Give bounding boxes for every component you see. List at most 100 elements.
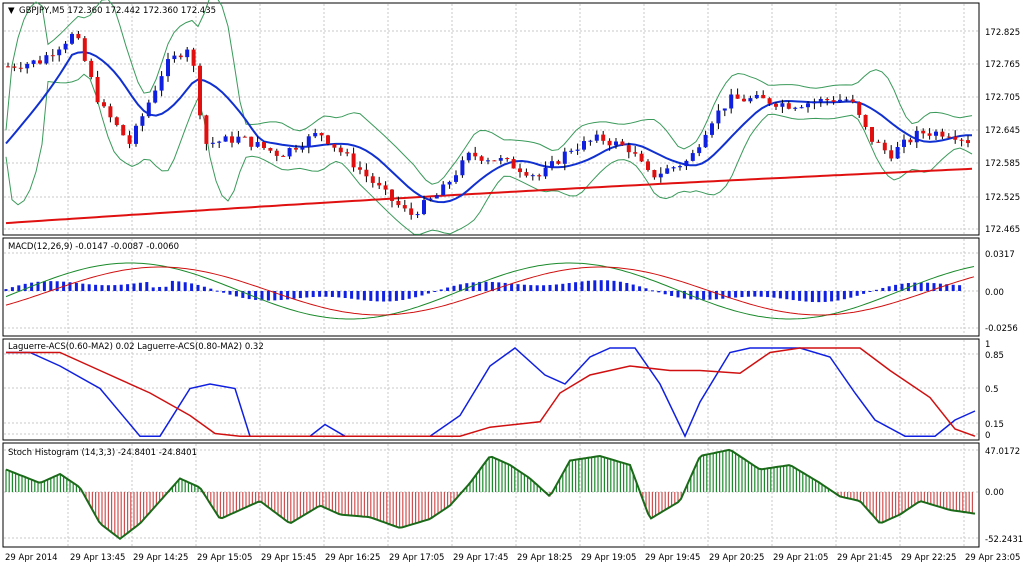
macd-bar (817, 291, 821, 303)
macd-bar (862, 291, 866, 294)
stoch-tick: -52.2431 (985, 535, 1023, 545)
main-price-panel[interactable] (2, 2, 980, 236)
candle-body (850, 99, 855, 103)
macd-bar (49, 281, 53, 291)
candle-body (550, 161, 554, 168)
candle-body (876, 141, 881, 143)
time-tick: 29 Apr 23:05 (965, 553, 1020, 563)
macd-bar (919, 282, 923, 291)
candle-body (754, 94, 759, 99)
macd-bar (420, 291, 424, 296)
macd-bar (394, 291, 398, 301)
macd-bar (663, 291, 667, 295)
macd-bar (318, 291, 322, 297)
candle-body (524, 172, 529, 176)
macd-bar (382, 291, 386, 302)
macd-bar (522, 284, 526, 291)
candle-body (786, 103, 791, 109)
macd-bar (644, 288, 648, 291)
candle-body (505, 158, 510, 160)
candle-body (18, 67, 23, 69)
candle-body (607, 140, 612, 146)
candle-body (358, 167, 362, 170)
candle-body (870, 126, 874, 142)
macd-bar (951, 284, 955, 291)
macd-bar (561, 283, 565, 291)
candle-body (287, 148, 292, 157)
macd-bar (926, 282, 930, 291)
macd-bar (471, 282, 475, 291)
price-tick: 172.825 (985, 28, 1020, 38)
candle-body (255, 142, 260, 147)
time-tick: 29 Apr 21:45 (837, 553, 892, 563)
macd-bar (113, 285, 117, 291)
macd-bar (874, 289, 878, 291)
price-tick: 172.525 (985, 193, 1020, 203)
candle-body (690, 153, 695, 161)
macd-bar (785, 291, 789, 300)
price-tick: 172.705 (985, 93, 1020, 103)
macd-bar (209, 288, 213, 291)
candle-body (134, 125, 138, 144)
macd-bar (714, 291, 718, 300)
candle-body (364, 169, 369, 177)
candle-body (537, 175, 542, 177)
candle-body (185, 49, 190, 58)
macd-bar (158, 286, 162, 291)
time-tick: 29 Apr 19:05 (581, 553, 636, 563)
candle-body (313, 133, 318, 137)
candle-body (31, 60, 36, 64)
macd-bar (618, 281, 622, 291)
macd-bar (766, 291, 770, 298)
macd-bar (830, 291, 834, 302)
macd-bar (458, 284, 462, 291)
candle-body (646, 161, 650, 171)
time-tick: 29 Apr 16:25 (325, 553, 380, 563)
candle-body (268, 148, 273, 151)
candle-body (306, 136, 311, 148)
time-tick: 29 Apr 17:05 (389, 553, 444, 563)
candle-body (38, 60, 42, 64)
time-tick: 29 Apr 22:25 (901, 553, 956, 563)
macd-line (5, 266, 975, 316)
candle-body (562, 151, 567, 164)
candle-body (882, 142, 887, 151)
price-tick: 172.645 (985, 126, 1020, 136)
macd-bar (503, 282, 507, 291)
macd-bar (324, 291, 328, 297)
price-series (5, 0, 973, 235)
candle-body (114, 117, 119, 126)
macd-bar (4, 289, 8, 291)
candle-body (230, 136, 234, 143)
macd-bar (100, 285, 104, 291)
candle-body (447, 181, 452, 185)
time-tick: 29 Apr 19:45 (645, 553, 700, 563)
macd-bar (932, 283, 936, 291)
macd-bar (945, 284, 949, 291)
macd-bar (286, 291, 290, 300)
candle-body (428, 198, 433, 201)
candle-body (76, 33, 81, 39)
upper-band-line (5, 0, 973, 185)
macd-bar (151, 287, 155, 291)
candle-body (966, 140, 970, 144)
candle-body (812, 101, 817, 104)
macd-bar (535, 285, 539, 291)
candle-body (441, 184, 446, 196)
macd-panel-header: MACD(12,26,9) -0.0147 -0.0087 -0.0060 (8, 242, 179, 252)
symbol-dropdown-icon[interactable]: ▼ (8, 6, 15, 16)
candle-body (281, 155, 286, 157)
candle-body (473, 152, 478, 157)
macd-bar (548, 284, 552, 291)
candle-body (159, 76, 164, 91)
macd-bar (759, 291, 763, 297)
candle-body (486, 160, 490, 162)
macd-bar (631, 284, 635, 291)
macd-bar (638, 286, 642, 291)
macd-bar (778, 291, 782, 299)
macd-bar (81, 283, 85, 291)
candle-body (326, 135, 330, 145)
candle-body (166, 59, 170, 77)
candle-body (492, 160, 497, 162)
